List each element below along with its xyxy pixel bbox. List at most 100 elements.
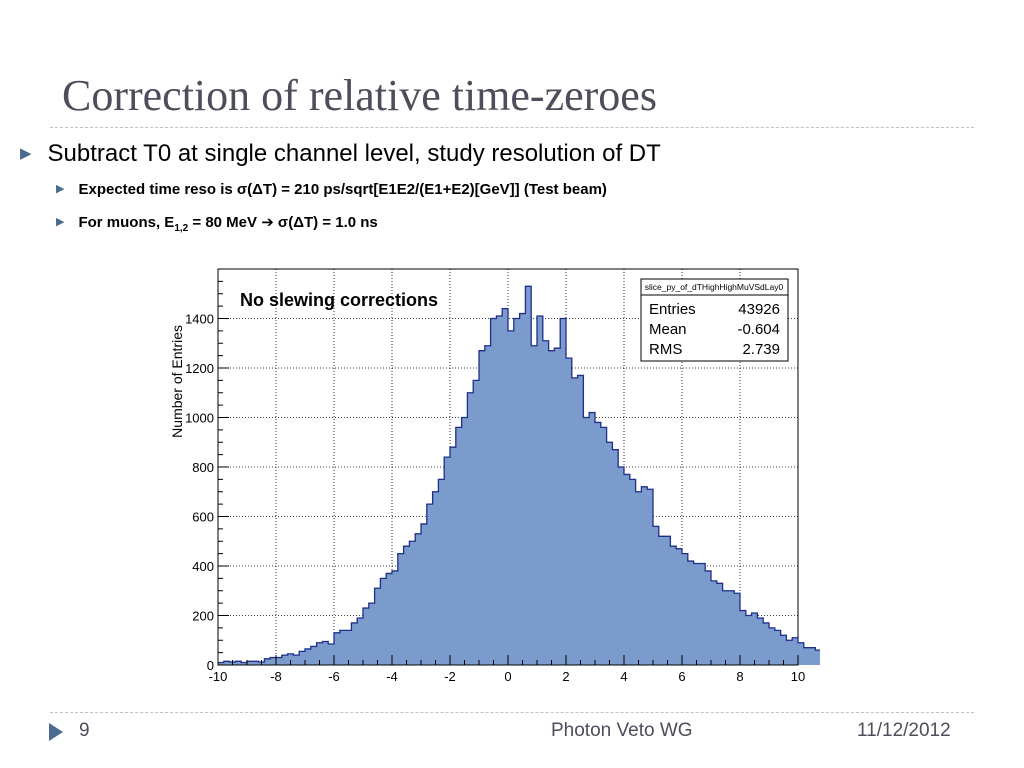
- histogram-bar: [380, 578, 387, 665]
- histogram-bar: [490, 318, 497, 665]
- histogram-bar: [299, 651, 306, 665]
- histogram-bar: [618, 467, 625, 665]
- histogram-bar: [339, 630, 346, 665]
- histogram-bar: [629, 479, 636, 665]
- right-arrow-icon: ➔: [261, 214, 274, 231]
- histogram-bar: [542, 340, 549, 665]
- histogram-bar: [426, 504, 433, 665]
- histogram-bar: [322, 641, 329, 665]
- histogram-bar: [537, 316, 544, 665]
- bullet-sub-1-text: Expected time reso is σ(ΔT) = 210 ps/sqr…: [78, 181, 607, 198]
- histogram-bar: [786, 640, 793, 665]
- stats-rms-label: RMS: [649, 341, 682, 358]
- y-tick-label: 800: [192, 460, 214, 475]
- histogram-bar: [606, 442, 613, 665]
- histogram-outline: [218, 285, 820, 664]
- bullet-sub-2-pre: For muons, E: [78, 214, 175, 231]
- x-tick-label: 4: [620, 669, 627, 684]
- footer-date: 11/12/2012: [857, 720, 951, 741]
- stats-mean-value: -0.604: [737, 321, 780, 338]
- histogram-bar: [415, 533, 422, 665]
- histogram-bar: [241, 662, 248, 665]
- histogram-bar: [397, 553, 404, 665]
- histogram-bar: [438, 479, 445, 665]
- y-tick-label: 600: [192, 510, 214, 525]
- stats-box-frame: [640, 278, 789, 362]
- histogram-bar: [357, 617, 364, 665]
- x-tick-label: -2: [444, 669, 456, 684]
- histogram-bar: [386, 573, 393, 665]
- histogram-bar: [432, 491, 439, 665]
- histogram-bar: [479, 350, 486, 665]
- chart-annotation: No slewing corrections: [240, 290, 438, 310]
- histogram-bar: [351, 622, 358, 665]
- triangle-right-icon: ▶: [56, 216, 65, 228]
- histogram-bar: [763, 622, 770, 665]
- histogram-bar: [496, 316, 503, 665]
- histogram-bar: [589, 412, 596, 665]
- histogram-bar: [664, 536, 671, 665]
- histogram-bar: [653, 526, 660, 665]
- histogram-bar: [740, 610, 747, 665]
- x-tick-label: -6: [328, 669, 340, 684]
- slide-title: Correction of relative time-zeroes: [62, 71, 657, 120]
- histogram-bar: [647, 489, 654, 665]
- histogram-bar: [600, 427, 607, 665]
- histogram-bar: [728, 590, 735, 665]
- y-tick-label: 0: [207, 658, 214, 673]
- histogram-bar: [658, 536, 665, 665]
- histogram-bar: [734, 593, 741, 665]
- histogram-bar: [461, 417, 468, 665]
- histogram-chart: -10 -8 -6 -4 -2 0 2 4 6 8 10 0 200 400 600 800 1000 1200 1…: [169, 268, 820, 684]
- histogram-bar: [223, 661, 230, 665]
- histogram-bar: [508, 330, 515, 665]
- stats-box-name: slice_py_of_dTHighHighMuVSdLay0: [645, 282, 784, 292]
- histogram-bar: [252, 661, 259, 665]
- y-tick-label: 1000: [185, 411, 214, 426]
- x-tick-label: 2: [562, 669, 569, 684]
- histogram-bar: [554, 348, 561, 665]
- y-tick-label: 1400: [185, 312, 214, 327]
- histogram-bar: [687, 561, 694, 665]
- bullet-sub-2-post: = 80 MeV: [188, 214, 258, 231]
- bullet-main-text: Subtract T0 at single channel level, stu…: [47, 140, 661, 167]
- histogram-bar: [502, 308, 509, 665]
- histogram-bar: [455, 427, 462, 665]
- histogram-bar: [409, 541, 416, 665]
- footer-center-text: Photon Veto WG: [551, 720, 693, 741]
- histogram-bar: [595, 422, 602, 665]
- stats-mean-label: Mean: [649, 321, 687, 338]
- histogram-bar: [803, 647, 810, 665]
- x-tick-label: 0: [504, 669, 511, 684]
- histogram-bar: [305, 648, 312, 665]
- histogram-bar: [316, 642, 323, 665]
- histogram-bar: [612, 449, 619, 665]
- histogram-bar: [624, 474, 631, 665]
- x-tick-label: 10: [791, 669, 805, 684]
- histogram-bar: [368, 603, 375, 665]
- histogram-bar: [548, 350, 555, 665]
- histogram-bar: [670, 546, 677, 665]
- histogram-bar: [363, 608, 370, 665]
- histogram-bar: [264, 658, 271, 665]
- histogram-bar: [774, 630, 781, 665]
- histogram-bar: [577, 375, 584, 665]
- histogram-bar: [235, 661, 242, 665]
- histogram-bar: [525, 286, 532, 665]
- histogram-bar: [815, 650, 820, 665]
- histogram-bar: [281, 655, 288, 665]
- histogram-bar: [484, 345, 491, 665]
- histogram-bar: [345, 630, 352, 665]
- histogram-bar: [716, 583, 723, 665]
- bullet-sub-1: ▶ Expected time reso is σ(ΔT) = 210 ps/sq…: [56, 181, 607, 198]
- histogram-bar: [392, 570, 399, 665]
- histogram-bar: [676, 548, 683, 665]
- histogram-bar: [699, 563, 706, 665]
- histogram-bar: [751, 613, 758, 665]
- histogram-bar: [328, 643, 335, 665]
- histogram-bar: [403, 546, 410, 665]
- x-tick-label: 8: [736, 669, 743, 684]
- histogram-bar: [711, 580, 718, 665]
- bullet-sub-2-tail: σ(ΔT) = 1.0 ns: [273, 214, 378, 231]
- histogram-bar: [641, 486, 648, 665]
